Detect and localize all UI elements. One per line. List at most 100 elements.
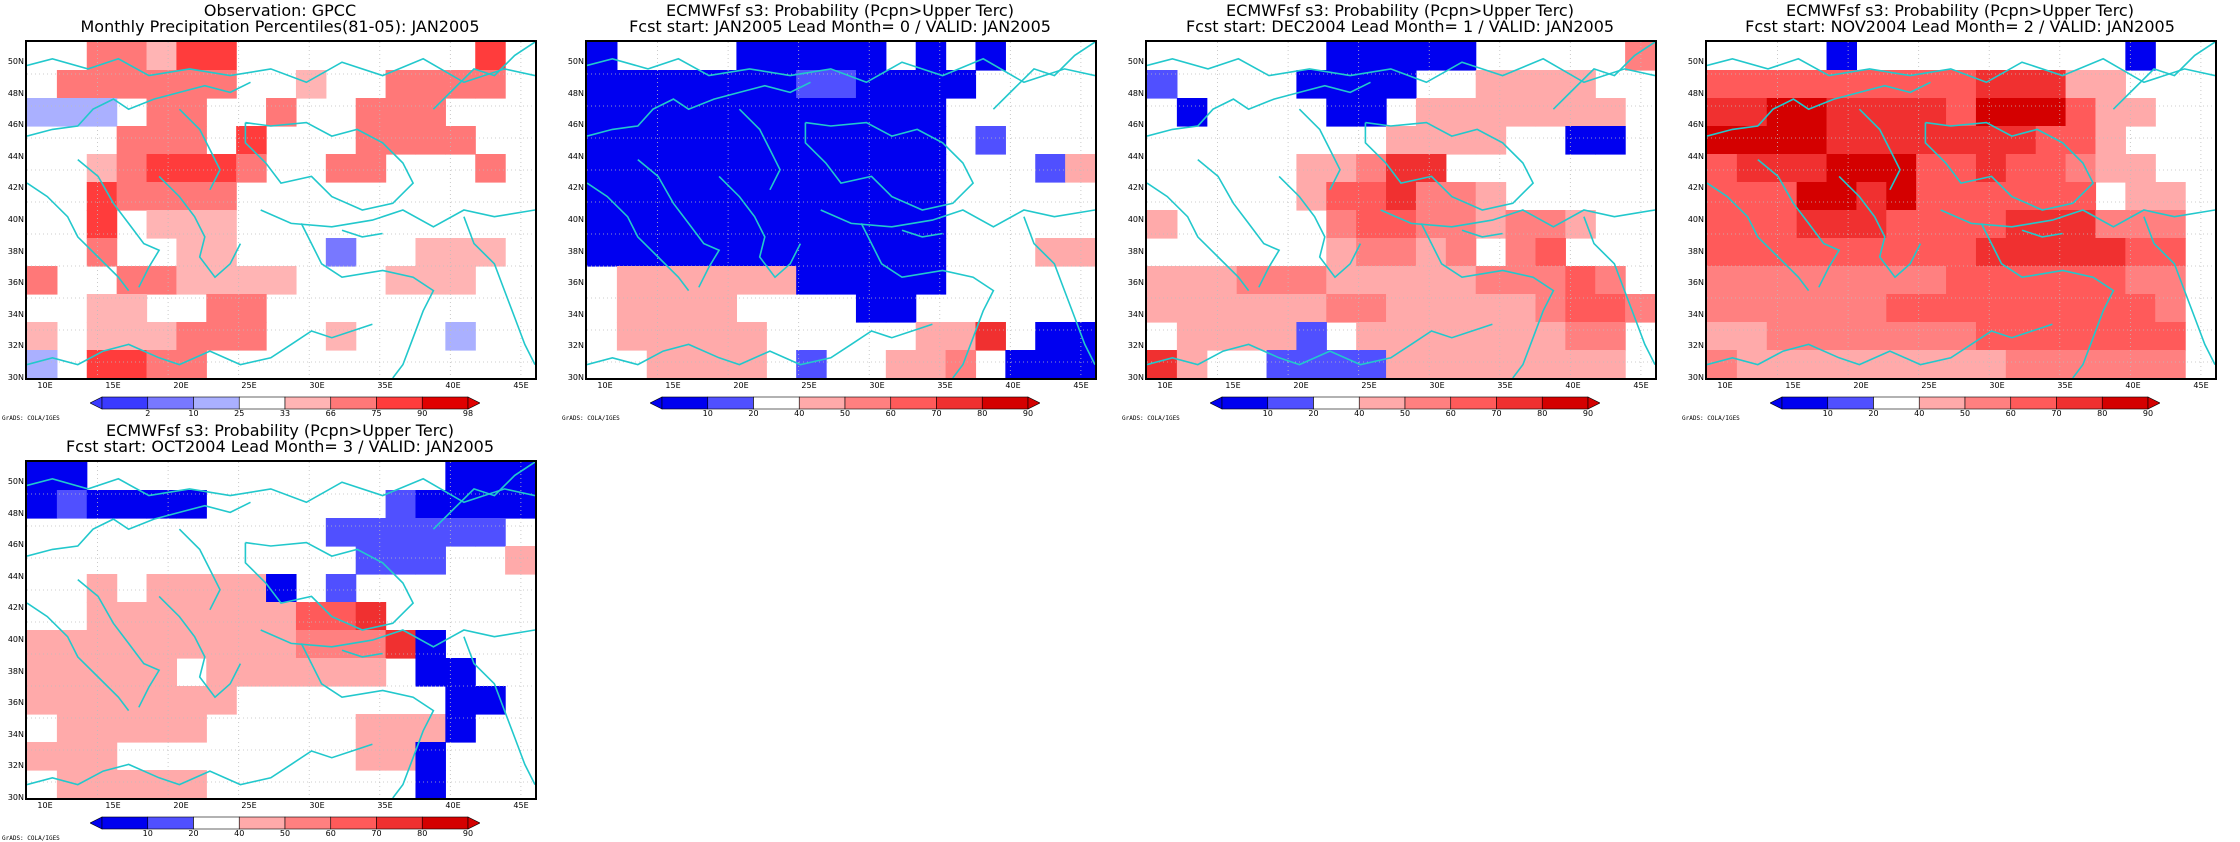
grid-cell (325, 154, 357, 183)
grid-cell (1236, 294, 1268, 323)
grid-cell (86, 70, 118, 99)
grid-cell (855, 294, 887, 323)
grid-cell (1975, 322, 2007, 351)
grid-cell (206, 42, 237, 71)
grid-cell (1206, 294, 1238, 323)
grid-cell (176, 42, 207, 71)
grid-cell (505, 462, 535, 491)
grid-cell (146, 42, 178, 71)
grid-cell (826, 42, 857, 71)
grid-cell (2095, 322, 2126, 351)
grid-cell (587, 70, 618, 99)
grid-cell (1266, 266, 1298, 295)
grid-cell (616, 322, 648, 351)
grid-cell (1535, 350, 1566, 378)
grid-cell (1916, 70, 1947, 99)
longitude-label: 20E (1293, 381, 1309, 390)
grid-cell (475, 462, 506, 491)
grid-cell (826, 182, 857, 211)
grid-cell (1535, 238, 1566, 267)
grid-cell (355, 518, 387, 547)
longitude-label: 35E (937, 381, 953, 390)
colorbar-tick-label: 60 (1445, 409, 1456, 418)
coastline (1707, 81, 1931, 137)
grid-cell (146, 154, 178, 183)
grid-cell (56, 770, 88, 798)
latitude-label: 34N (7, 729, 24, 739)
latitude-label: 46N (7, 120, 24, 130)
grid-cell (1326, 350, 1357, 378)
grid-cell (1796, 98, 1828, 127)
grid-cell (2125, 182, 2156, 211)
grid-cell (385, 518, 417, 547)
grid-cell (1296, 182, 1327, 211)
latitude-label: 44N (1687, 151, 1704, 161)
grid-cell (915, 42, 947, 71)
grid-cell (355, 742, 387, 771)
grid-cell (86, 238, 118, 267)
grid-cell (1796, 126, 1828, 155)
grid-cell (27, 742, 58, 771)
latitude-label: 32N (1687, 341, 1704, 351)
grid-cell (646, 182, 678, 211)
grid-cell (706, 154, 738, 183)
coastline (1940, 209, 2215, 228)
longitude-label: 30E (309, 801, 325, 810)
grid-cell (475, 42, 506, 71)
latitude-label: 32N (1127, 341, 1144, 351)
grid-cell (736, 126, 767, 155)
longitude-label: 10E (37, 801, 53, 810)
grid-cell (1505, 238, 1537, 267)
latitude-label: 50N (1127, 57, 1144, 66)
panel-title-line1: ECMWFsf s3: Probability (Pcpn>Upper Terc… (106, 421, 454, 440)
coastline (860, 223, 995, 378)
grid-cell (2095, 238, 2126, 267)
coastline (300, 643, 435, 798)
latitude-label: 46N (1127, 120, 1144, 130)
grid-cell (2095, 210, 2126, 239)
colorbar-tick-label: 80 (2097, 409, 2108, 418)
grid-cell (766, 98, 797, 127)
grid-cell (2065, 294, 2097, 323)
grid-cell (826, 238, 857, 267)
grid-cell (1326, 266, 1357, 295)
grid-cell (116, 714, 148, 743)
grid-cell (325, 322, 357, 351)
grid-cell (176, 602, 207, 631)
grid-cell (236, 322, 267, 351)
grid-cell (1707, 322, 1738, 351)
grid-cell (2155, 322, 2186, 351)
colorbar-segment (1781, 396, 1829, 410)
colorbar (90, 396, 480, 410)
grid-cell (2155, 294, 2186, 323)
coastline (1583, 216, 1655, 365)
colorbar-arrow-right (467, 396, 480, 410)
coastline (260, 629, 535, 648)
grid-cell (796, 266, 827, 295)
grid-cell (616, 238, 648, 267)
panel-title-line1: ECMWFsf s3: Probability (Pcpn>Upper Terc… (1786, 1, 2134, 20)
grid-cell (855, 42, 887, 71)
grid-cell (1176, 350, 1208, 378)
grid-cell (1886, 154, 1917, 183)
grid-cell (56, 742, 88, 771)
grid-cell (1326, 42, 1357, 71)
grid-cell (1975, 154, 2007, 183)
grid-cell (206, 238, 237, 267)
grid-cell (236, 294, 267, 323)
grid-cell (445, 322, 476, 351)
grid-cell (1946, 98, 1977, 127)
coastline (463, 216, 535, 365)
coastline (77, 158, 161, 288)
latitude-label: 34N (1127, 309, 1144, 319)
colorbar (90, 816, 480, 830)
coastline (27, 477, 535, 504)
colorbar-arrow-right (2147, 396, 2160, 410)
grid-cell (266, 574, 297, 603)
latitude-label: 46N (7, 540, 24, 550)
grid-cell (1415, 266, 1447, 295)
grid-cell (646, 70, 678, 99)
grid-cell (1176, 266, 1208, 295)
grid-cell (646, 98, 678, 127)
grid-cell (1266, 294, 1298, 323)
